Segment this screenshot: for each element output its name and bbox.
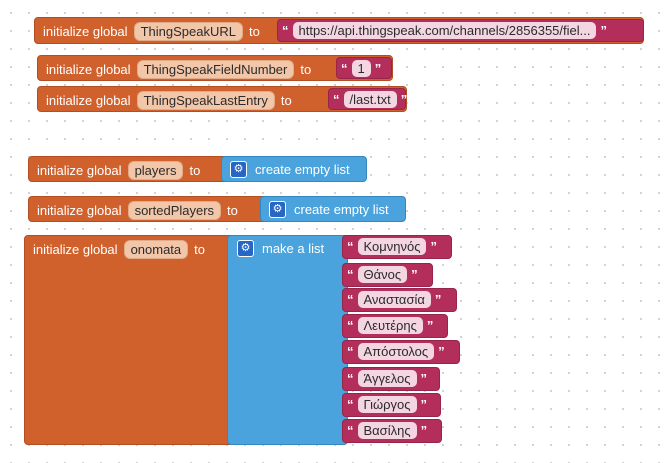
init-global-onomata-block[interactable]: initialize global onomata to ⚙ make a li… <box>24 235 348 445</box>
create-empty-list-label: create empty list <box>294 202 389 217</box>
init-global-label: initialize global <box>37 203 122 218</box>
list-item-text-block[interactable]: “ Κομνηνός ” <box>342 235 452 259</box>
variable-name-field[interactable]: ThingSpeakLastEntry <box>136 91 275 110</box>
open-quote: “ <box>347 371 354 386</box>
open-quote: “ <box>333 92 340 107</box>
list-item-text-block[interactable]: “ Αναστασία ” <box>342 288 457 312</box>
open-quote: “ <box>282 23 289 38</box>
to-label: to <box>189 163 201 178</box>
text-block-last-entry[interactable]: “ /last.txt ” <box>328 88 408 110</box>
to-label: to <box>227 203 238 218</box>
gear-icon[interactable]: ⚙ <box>237 240 254 257</box>
list-item-value[interactable]: Θάνος <box>357 266 408 283</box>
open-quote: “ <box>347 318 354 333</box>
text-block-field-number[interactable]: “ 1 ” <box>336 57 392 79</box>
to-label: to <box>248 24 260 39</box>
close-quote: ” <box>420 371 428 386</box>
init-global-players-block[interactable]: initialize global players to ⚙ create em… <box>28 156 367 182</box>
close-quote: ” <box>420 397 428 412</box>
close-quote: ” <box>438 344 445 359</box>
gear-icon[interactable]: ⚙ <box>269 201 286 218</box>
create-empty-list-block[interactable]: ⚙ create empty list <box>260 196 406 222</box>
text-block-url[interactable]: “ https://api.thingspeak.com/channels/28… <box>277 19 644 42</box>
close-quote: ” <box>426 318 434 333</box>
init-global-sortedplayers-block[interactable]: initialize global sortedPlayers to ⚙ cre… <box>28 196 406 222</box>
open-quote: “ <box>341 61 348 76</box>
init-global-thingspeaklastentry-block[interactable]: initialize global ThingSpeakLastEntry to… <box>37 86 407 112</box>
make-a-list-label: make a list <box>262 241 325 256</box>
text-value-field[interactable]: /last.txt <box>343 91 397 108</box>
variable-name-field[interactable]: ThingSpeakURL <box>133 22 243 41</box>
open-quote: “ <box>347 239 354 254</box>
close-quote: ” <box>434 292 442 307</box>
list-item-text-block[interactable]: “ Λευτέρης ” <box>342 314 448 338</box>
close-quote: ” <box>374 61 382 76</box>
open-quote: “ <box>347 397 354 412</box>
list-item-text-block[interactable]: “ Απόστολος ” <box>342 340 460 364</box>
list-item-value[interactable]: Άγγελος <box>357 370 417 387</box>
variable-name-field[interactable]: onomata <box>123 240 189 259</box>
list-item-value[interactable]: Απόστολος <box>357 343 435 360</box>
init-global-label: initialize global <box>46 93 131 108</box>
create-empty-list-block[interactable]: ⚙ create empty list <box>221 156 367 182</box>
list-item-value[interactable]: Αναστασία <box>357 291 431 308</box>
text-value-field[interactable]: 1 <box>351 60 371 77</box>
init-global-label: initialize global <box>43 24 128 39</box>
make-a-list-block[interactable]: ⚙ make a list <box>227 235 348 445</box>
init-global-label: initialize global <box>37 163 122 178</box>
open-quote: “ <box>347 267 354 282</box>
list-item-value[interactable]: Γιώργος <box>357 396 417 413</box>
gear-icon[interactable]: ⚙ <box>230 161 247 178</box>
init-global-label: initialize global <box>46 62 131 77</box>
list-item-text-block[interactable]: “ Γιώργος ” <box>342 393 441 417</box>
close-quote: ” <box>420 423 428 438</box>
open-quote: “ <box>347 423 354 438</box>
list-item-text-block[interactable]: “ Άγγελος ” <box>342 367 440 391</box>
text-value-field[interactable]: https://api.thingspeak.com/channels/2856… <box>292 22 597 39</box>
to-label: to <box>280 93 292 108</box>
to-label: to <box>194 242 205 257</box>
init-global-thingspeakfieldnumber-block[interactable]: initialize global ThingSpeakFieldNumber … <box>37 55 393 81</box>
list-item-value[interactable]: Λευτέρης <box>357 317 423 334</box>
to-label: to <box>300 62 312 77</box>
init-global-label: initialize global <box>33 242 118 257</box>
variable-name-field[interactable]: ThingSpeakFieldNumber <box>136 60 295 79</box>
close-quote: ” <box>411 267 418 282</box>
list-item-value[interactable]: Κομνηνός <box>357 238 427 255</box>
init-global-thingspeakurl-block[interactable]: initialize global ThingSpeakURL to “ htt… <box>34 17 644 44</box>
list-item-value[interactable]: Βασίλης <box>357 422 417 439</box>
variable-name-field[interactable]: sortedPlayers <box>127 201 222 220</box>
open-quote: “ <box>347 292 354 307</box>
list-item-text-block[interactable]: “ Βασίλης ” <box>342 419 442 443</box>
close-quote: ” <box>400 92 408 107</box>
variable-name-field[interactable]: players <box>127 161 184 180</box>
list-item-text-block[interactable]: “ Θάνος ” <box>342 263 433 287</box>
close-quote: ” <box>600 23 607 38</box>
close-quote: ” <box>430 239 437 254</box>
create-empty-list-label: create empty list <box>255 162 350 177</box>
open-quote: “ <box>347 344 354 359</box>
